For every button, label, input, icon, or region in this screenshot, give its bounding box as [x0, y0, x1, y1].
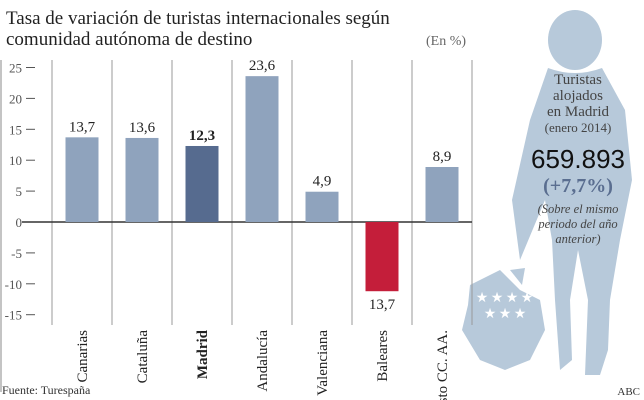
info-change: (+7,7%) [543, 175, 613, 197]
category-label: Cataluña [135, 330, 151, 384]
y-tick-label: -10 [5, 277, 22, 292]
data-label: 13,7 [369, 297, 396, 313]
category-label: Andalucía [255, 330, 271, 392]
data-label: 13,7 [69, 119, 96, 135]
y-tick-label: 20 [9, 91, 22, 106]
star-icon: ★ [484, 306, 497, 322]
bar-resto-cc-aa- [425, 166, 459, 222]
category-label: Madrid [195, 329, 211, 379]
bar-andaluc-a [245, 76, 279, 222]
category-label: Canarias [75, 330, 91, 383]
info-line2: alojados [553, 88, 603, 104]
info-period: (enero 2014) [544, 120, 612, 135]
y-tick-label: 5 [16, 184, 23, 199]
star-icon: ★ [506, 290, 519, 306]
bar-catalu-a [125, 137, 159, 222]
madrid-info-box: Turistas alojados en Madrid (enero 2014)… [520, 72, 636, 247]
data-label: 4,9 [313, 174, 332, 190]
star-icon: ★ [514, 306, 527, 322]
info-note: (Sobre el mismo periodo del año anterior… [537, 202, 619, 246]
info-line3: en Madrid [546, 104, 610, 120]
data-label: 12,3 [189, 128, 215, 144]
star-icon: ★ [499, 306, 512, 322]
star-icon: ★ [521, 290, 534, 306]
source: Fuente: Turespaña [2, 383, 91, 397]
data-label: 13,6 [129, 120, 156, 136]
bar-c-valenciana [305, 191, 339, 222]
data-label: 8,9 [433, 149, 452, 165]
bar-baleares [365, 222, 399, 292]
bar-canarias [65, 137, 99, 222]
y-tick-label: 0 [16, 215, 23, 230]
y-tick-label: 25 [9, 61, 22, 76]
credit: ABC [617, 386, 640, 398]
category-label: Baleares [375, 330, 391, 382]
y-tick-label: -15 [5, 308, 22, 323]
bar-madrid [185, 145, 219, 222]
y-tick-label: 15 [9, 122, 22, 137]
y-tick-label: 10 [9, 153, 22, 168]
tourist-silhouette-icon: ★ ★ ★ ★★ ★ ★ [462, 10, 632, 375]
chart-title: Tasa de variación de turistas internacio… [6, 8, 390, 50]
chart-unit: (En %) [426, 34, 467, 49]
star-icon: ★ [476, 290, 489, 306]
star-icon: ★ [491, 290, 504, 306]
category-label: Resto CC. AA. [435, 330, 451, 400]
category-label: C. Valenciana [315, 330, 331, 400]
data-label: 23,6 [249, 58, 276, 74]
info-line1: Turistas [554, 72, 602, 88]
y-tick-label: -5 [11, 246, 22, 261]
info-value: 659.893 [531, 144, 625, 174]
